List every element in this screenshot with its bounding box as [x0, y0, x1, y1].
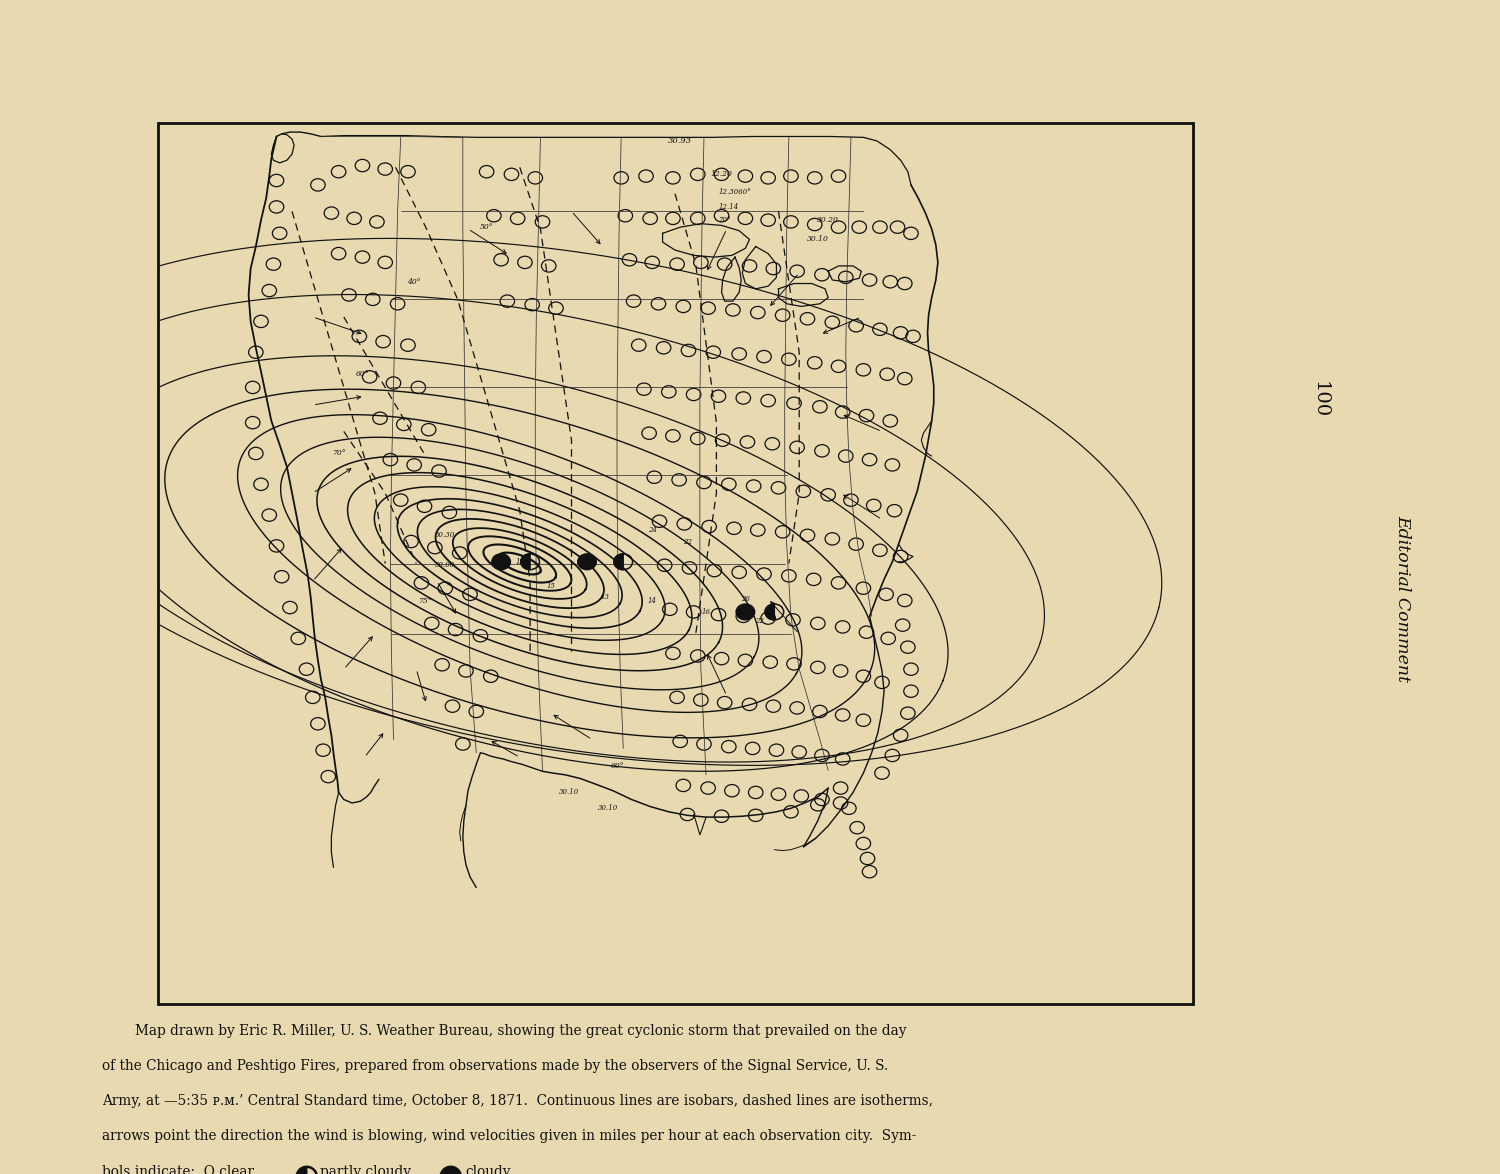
Text: 30.00: 30.00 [435, 561, 456, 569]
Text: 100: 100 [1311, 380, 1329, 418]
Circle shape [441, 1167, 460, 1174]
Text: 22: 22 [756, 616, 765, 625]
Text: 30.10: 30.10 [597, 804, 618, 812]
Text: 40°: 40° [408, 278, 422, 285]
Text: 12.20: 12.20 [711, 170, 732, 178]
Text: 30.10: 30.10 [560, 789, 579, 796]
Text: 24: 24 [648, 526, 657, 534]
Text: cloudy.: cloudy. [465, 1165, 513, 1174]
Text: Editorial Comment: Editorial Comment [1394, 515, 1411, 682]
Text: 26: 26 [741, 595, 750, 602]
Text: 60°: 60° [612, 762, 626, 770]
Text: 15: 15 [546, 581, 555, 589]
Text: 30.20: 30.20 [818, 216, 839, 224]
Text: 75°: 75° [417, 596, 432, 605]
Circle shape [492, 554, 510, 569]
Text: 50°: 50° [480, 223, 494, 231]
Text: 60°: 60° [356, 370, 369, 378]
Text: 14: 14 [648, 596, 657, 605]
Text: Map drawn by Eric R. Miller, U. S. Weather Bureau, showing the great cyclonic st: Map drawn by Eric R. Miller, U. S. Weath… [135, 1024, 906, 1038]
Text: 16: 16 [702, 608, 711, 616]
Text: 10: 10 [585, 558, 594, 566]
Text: 13: 13 [600, 593, 609, 601]
Text: 30.93: 30.93 [668, 137, 692, 144]
Text: 70°: 70° [332, 450, 345, 458]
Polygon shape [765, 603, 774, 620]
Polygon shape [520, 554, 530, 569]
Text: 30.10: 30.10 [807, 236, 830, 243]
Text: 30.30: 30.30 [435, 532, 456, 539]
Text: Army, at —5:35 ᴘ.ᴍ.’ Central Standard time, October 8, 1871.  Continuous lines a: Army, at —5:35 ᴘ.ᴍ.’ Central Standard ti… [102, 1094, 933, 1108]
Text: arrows point the direction the wind is blowing, wind velocities given in miles p: arrows point the direction the wind is b… [102, 1129, 916, 1143]
Text: bols indicate:  O clear,: bols indicate: O clear, [102, 1165, 256, 1174]
Text: 70°: 70° [718, 216, 730, 224]
Text: 22: 22 [682, 538, 692, 546]
Circle shape [736, 603, 754, 620]
Text: partly cloudy,: partly cloudy, [320, 1165, 413, 1174]
Circle shape [578, 554, 597, 569]
Polygon shape [614, 554, 624, 569]
Text: 13: 13 [516, 558, 525, 566]
Polygon shape [297, 1167, 306, 1174]
Text: 12.14: 12.14 [718, 203, 740, 211]
Text: 12.3060°: 12.3060° [718, 188, 752, 196]
Text: of the Chicago and Peshtigo Fires, prepared from observations made by the observ: of the Chicago and Peshtigo Fires, prepa… [102, 1059, 888, 1073]
